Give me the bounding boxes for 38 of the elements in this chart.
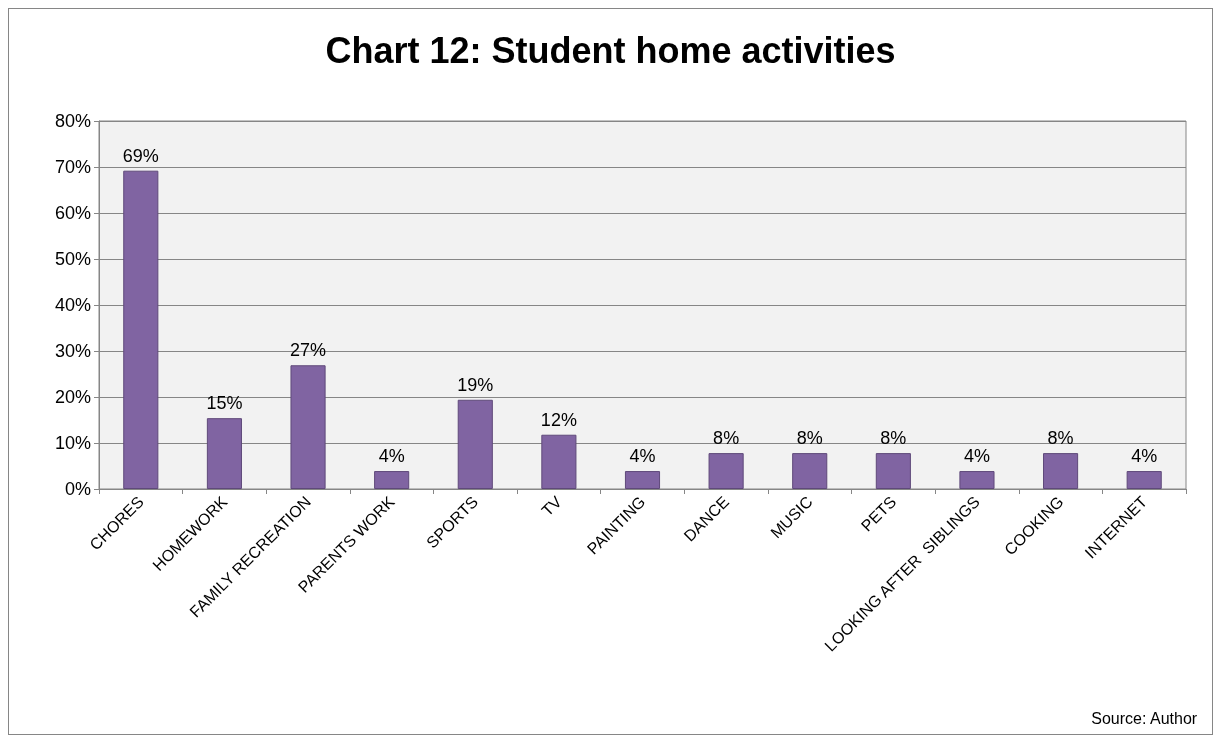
y-tick-label: 20% (54, 387, 91, 407)
bar (457, 399, 493, 489)
bar (374, 471, 410, 489)
data-label: 12% (540, 409, 577, 430)
data-label: 27% (290, 340, 327, 361)
data-label: 8% (880, 428, 907, 449)
y-tick-label: 40% (54, 295, 91, 315)
bar (1043, 453, 1079, 489)
data-label: 4% (1131, 446, 1158, 467)
data-label: 4% (378, 446, 405, 467)
bar (206, 418, 242, 489)
y-tick-label: 50% (54, 249, 91, 269)
bar (959, 471, 995, 489)
y-tick-label: 10% (54, 433, 91, 453)
y-tick-label: 0% (64, 479, 91, 499)
data-label: 4% (963, 446, 990, 467)
bar (875, 453, 911, 489)
y-tick-label: 70% (54, 157, 91, 177)
chart-title: Chart 12: Student home activities (325, 29, 896, 71)
source-note: Source: Author (1091, 709, 1198, 727)
data-label: 8% (796, 428, 823, 449)
bar (541, 434, 577, 489)
x-tick-label: TV (538, 492, 566, 520)
bar (624, 471, 661, 489)
bar (1126, 471, 1162, 489)
y-tick-label: 60% (54, 203, 91, 223)
bar (708, 453, 744, 489)
data-label: 19% (457, 374, 494, 395)
bar (792, 453, 828, 489)
bar (290, 365, 326, 489)
y-tick-label: 80% (54, 111, 91, 131)
data-label: 8% (713, 428, 740, 449)
data-label: 8% (1047, 428, 1074, 449)
y-tick-label: 30% (54, 341, 91, 361)
data-label: 15% (206, 393, 243, 414)
data-label: 69% (122, 145, 159, 166)
data-label: 4% (629, 446, 656, 467)
bar (123, 170, 159, 489)
